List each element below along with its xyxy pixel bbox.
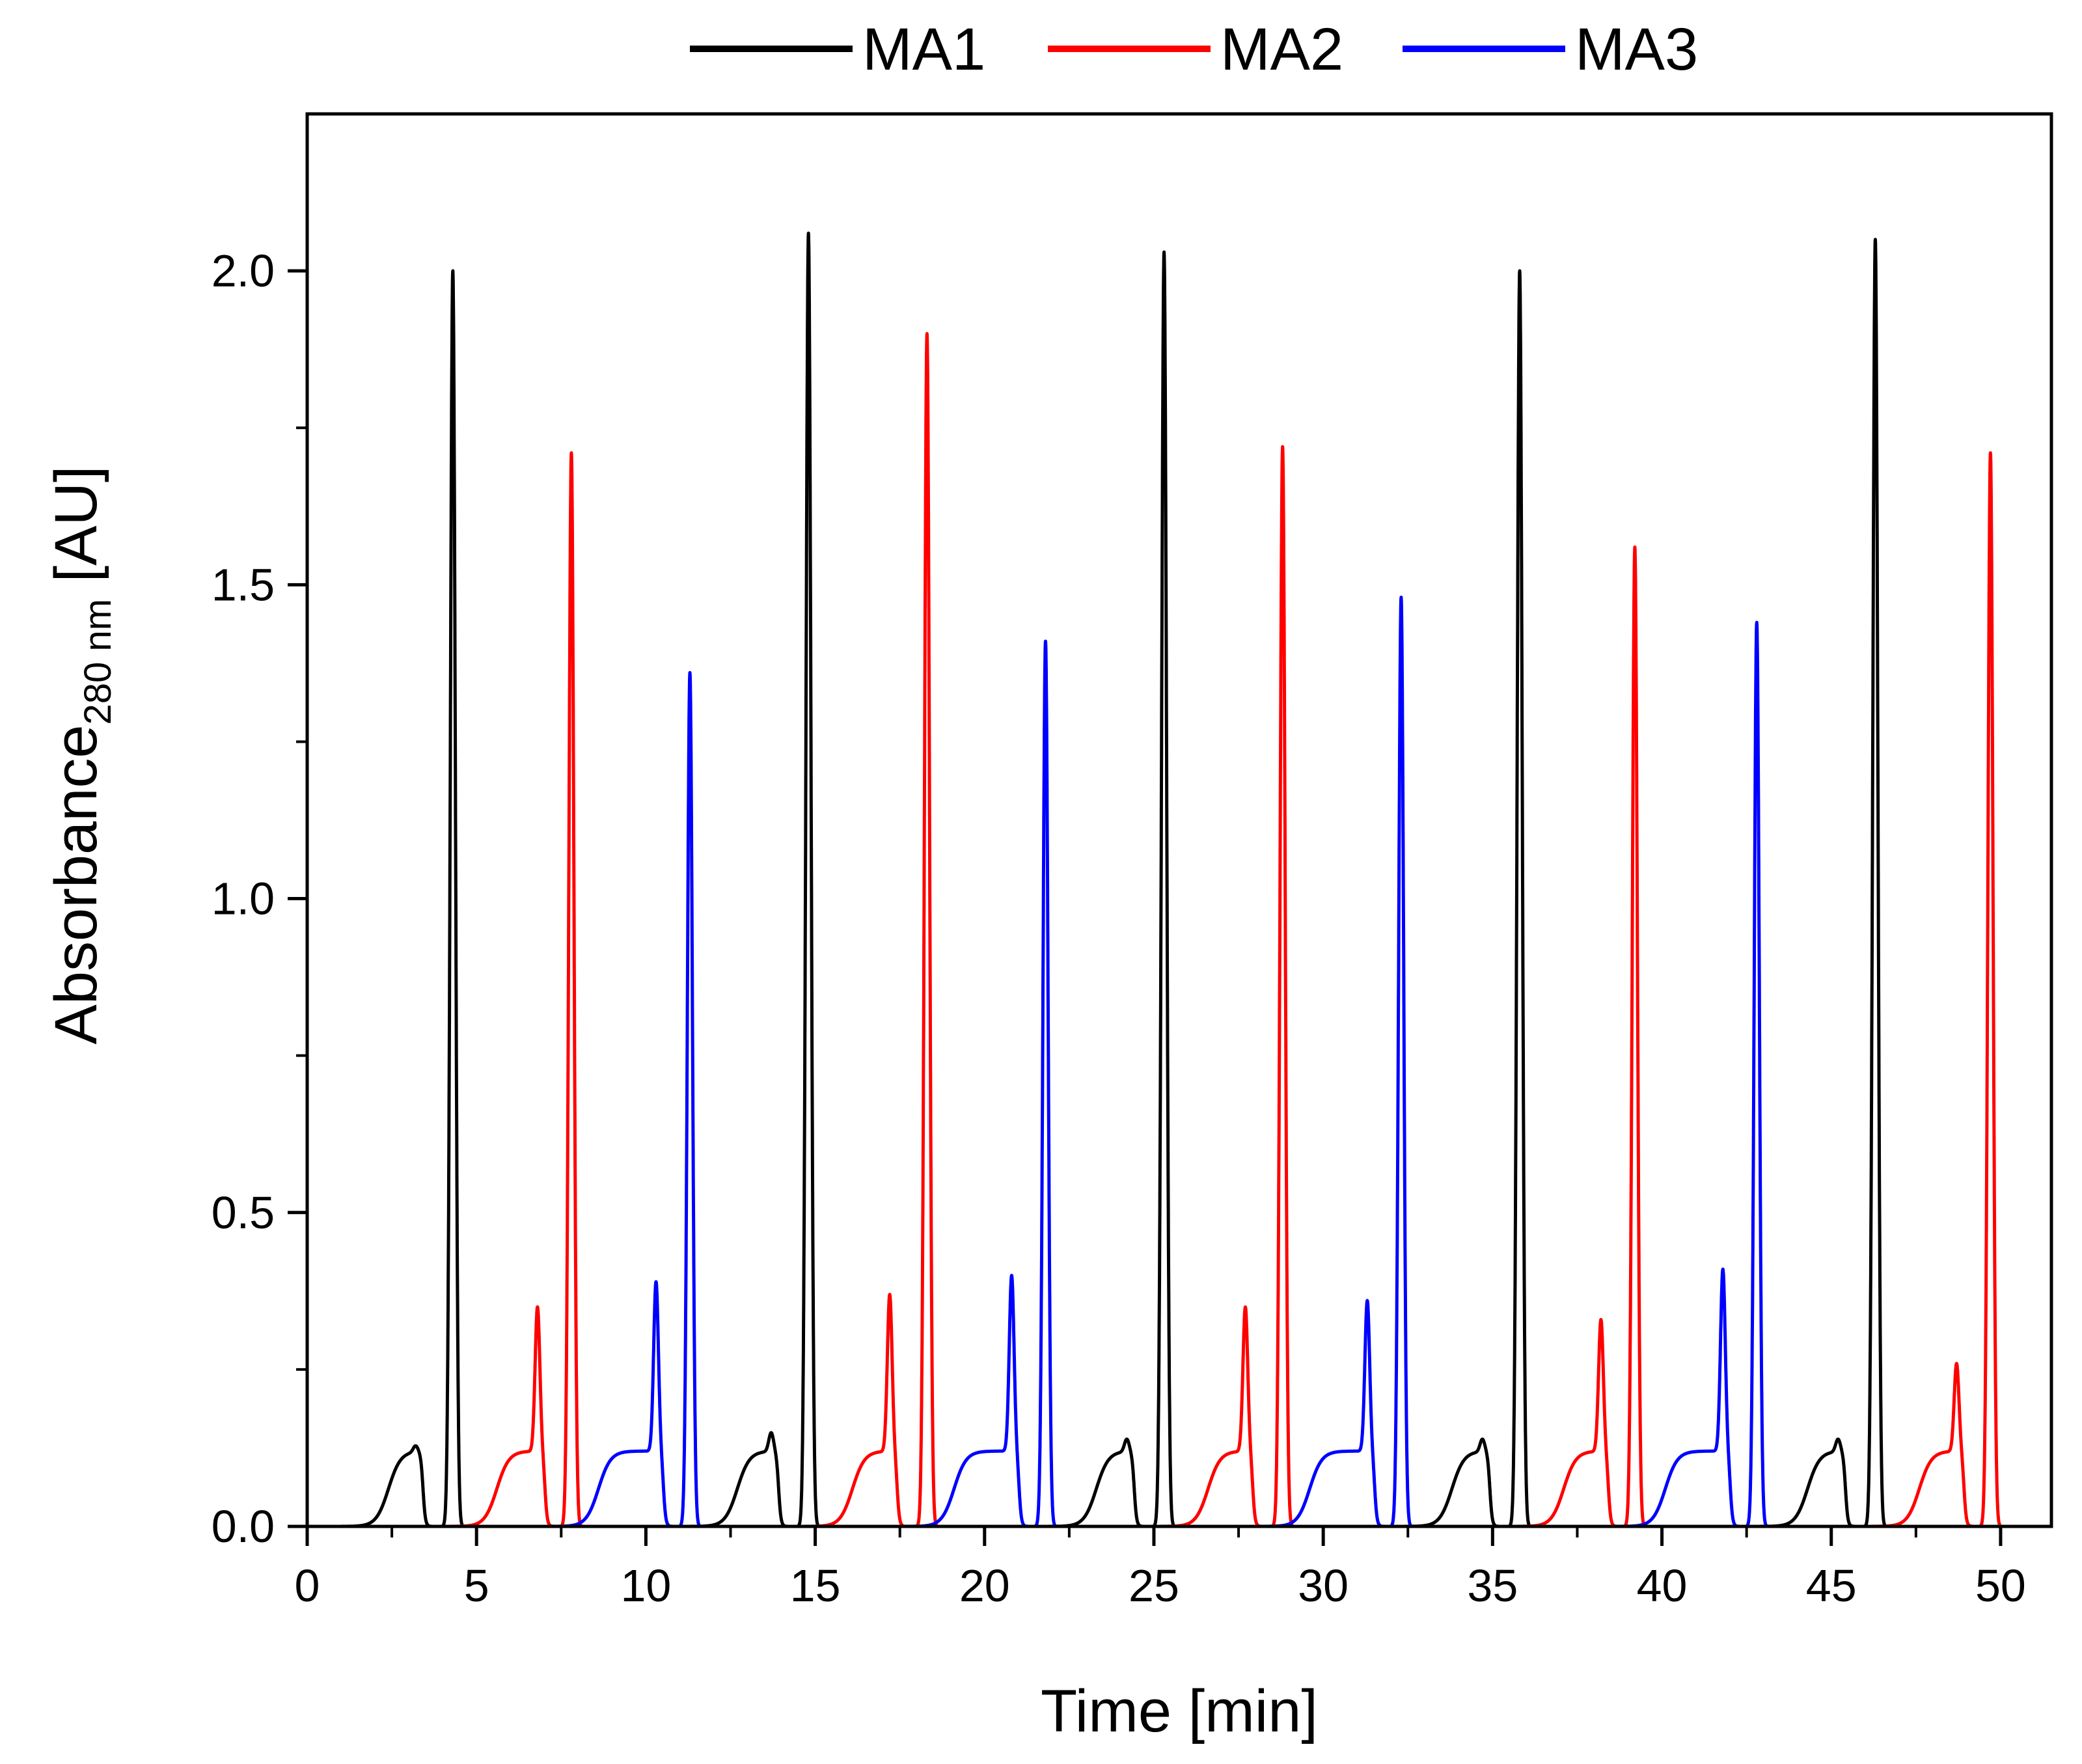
legend: MA1 MA2 MA3 — [690, 16, 1698, 83]
series-line-ma2 — [305, 332, 2043, 1528]
plot-frame — [305, 112, 2053, 1528]
x-tick-label: 45 — [1806, 1560, 1857, 1611]
y-tick-label: 0.0 — [212, 1501, 275, 1552]
x-tick-label: 20 — [959, 1560, 1010, 1611]
legend-label-ma3: MA3 — [1575, 16, 1698, 83]
x-tick-label: 5 — [464, 1560, 489, 1611]
series-layer — [305, 231, 2043, 1528]
legend-label-ma1: MA1 — [862, 16, 985, 83]
x-tick-label: 0 — [295, 1560, 320, 1611]
y-axis-title-main: Absorbance — [43, 724, 109, 1044]
legend-label-ma2: MA2 — [1220, 16, 1343, 83]
y-axis-title: Absorbance280 nm [AU] — [43, 466, 119, 1045]
x-tick-label: 15 — [790, 1560, 841, 1611]
x-tick-label: 50 — [1975, 1560, 2026, 1611]
y-axis: 0.0 0.5 1.0 1.5 2.0 — [212, 245, 307, 1552]
x-axis-title: Time [min] — [1041, 1678, 1318, 1744]
y-tick-label: 1.0 — [212, 874, 275, 924]
x-axis: 0 5 10 15 20 25 30 35 40 45 50 — [295, 1526, 2026, 1611]
x-tick-label: 35 — [1467, 1560, 1518, 1611]
y-axis-title-unit: [AU] — [43, 466, 109, 599]
y-tick-label: 2.0 — [212, 245, 275, 296]
x-tick-label: 25 — [1129, 1560, 1179, 1611]
y-axis-title-subscript: 280 nm — [77, 599, 119, 724]
y-tick-label: 1.5 — [212, 559, 275, 610]
x-tick-label: 40 — [1637, 1560, 1688, 1611]
x-tick-label: 30 — [1298, 1560, 1349, 1611]
y-tick-label: 0.5 — [212, 1187, 275, 1238]
x-tick-label: 10 — [620, 1560, 671, 1611]
